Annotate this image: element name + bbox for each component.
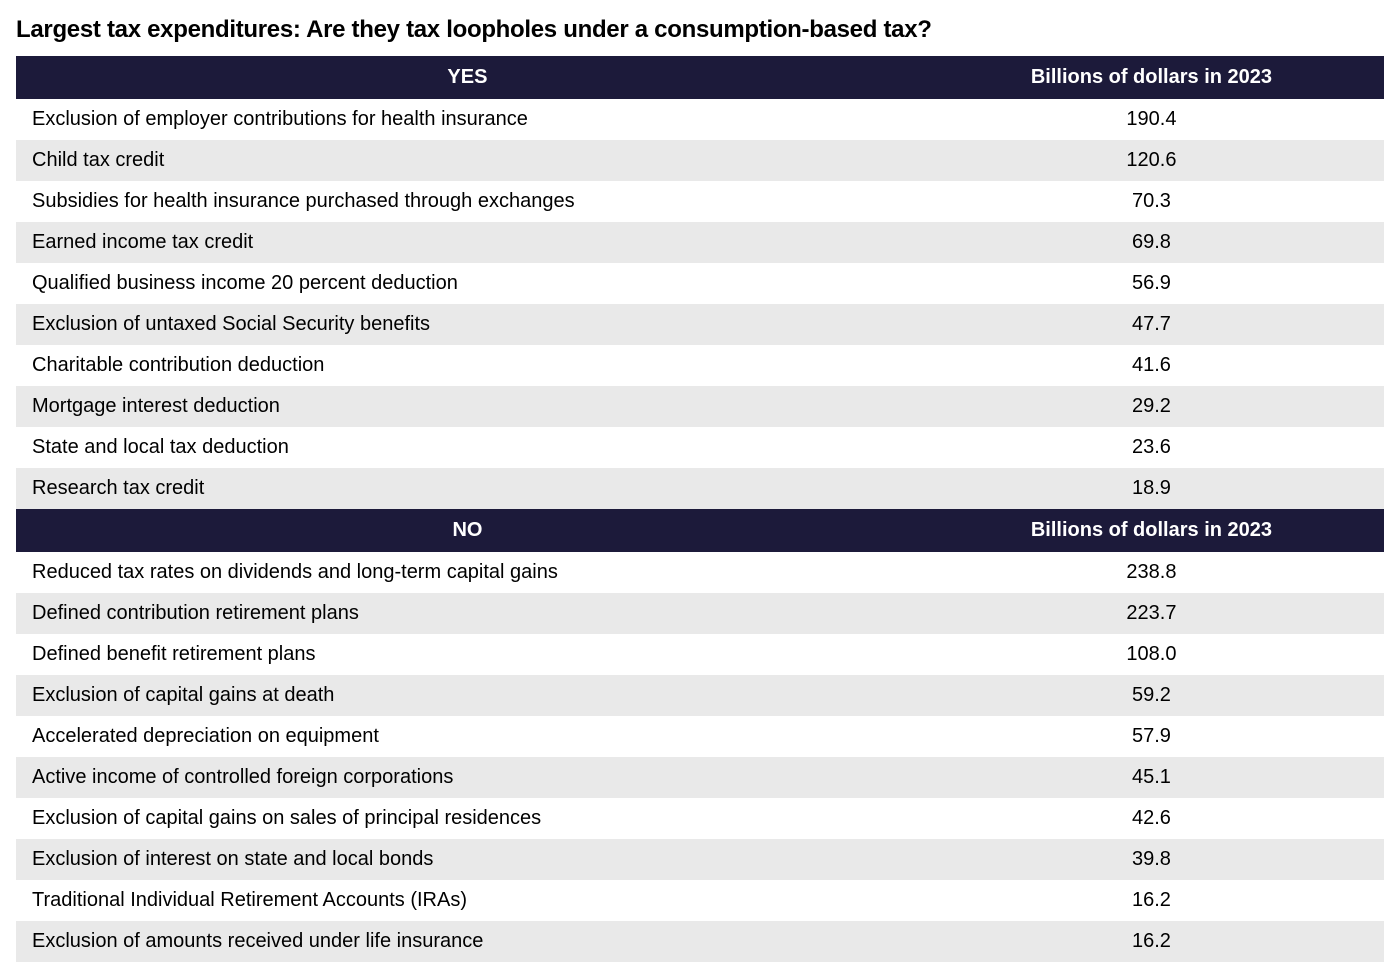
table-row: Traditional Individual Retirement Accoun… xyxy=(16,880,1384,921)
row-label: Traditional Individual Retirement Accoun… xyxy=(16,880,919,921)
row-label: Subsidies for health insurance purchased… xyxy=(16,181,919,222)
row-value: 69.8 xyxy=(919,222,1384,263)
table-row: Exclusion of untaxed Social Security ben… xyxy=(16,304,1384,345)
row-label: Exclusion of employer contributions for … xyxy=(16,99,919,140)
table-row: Active income of controlled foreign corp… xyxy=(16,757,1384,798)
row-value: 56.9 xyxy=(919,263,1384,304)
row-value: 16.2 xyxy=(919,880,1384,921)
header-yes-label: YES xyxy=(16,56,919,99)
row-value: 57.9 xyxy=(919,716,1384,757)
table-row: Exclusion of employer contributions for … xyxy=(16,99,1384,140)
row-value: 18.9 xyxy=(919,468,1384,509)
table-row: Child tax credit 120.6 xyxy=(16,140,1384,181)
row-value: 59.2 xyxy=(919,675,1384,716)
row-value: 47.7 xyxy=(919,304,1384,345)
header-no-label: NO xyxy=(16,509,919,552)
table-row: Exclusion of interest on state and local… xyxy=(16,839,1384,880)
row-label: Research tax credit xyxy=(16,468,919,509)
table-row: Subsidies for health insurance purchased… xyxy=(16,181,1384,222)
row-value: 45.1 xyxy=(919,757,1384,798)
row-label: Exclusion of capital gains at death xyxy=(16,675,919,716)
section-no-body: Reduced tax rates on dividends and long-… xyxy=(16,552,1384,962)
table-container: YES Billions of dollars in 2023 Exclusio… xyxy=(16,56,1384,962)
row-value: 223.7 xyxy=(919,593,1384,634)
row-value: 23.6 xyxy=(919,427,1384,468)
row-label: Mortgage interest deduction xyxy=(16,386,919,427)
row-label: Accelerated depreciation on equipment xyxy=(16,716,919,757)
table-row: State and local tax deduction 23.6 xyxy=(16,427,1384,468)
row-value: 29.2 xyxy=(919,386,1384,427)
table-row: Exclusion of capital gains on sales of p… xyxy=(16,798,1384,839)
table-row: Qualified business income 20 percent ded… xyxy=(16,263,1384,304)
row-value: 120.6 xyxy=(919,140,1384,181)
row-value: 238.8 xyxy=(919,552,1384,593)
row-value: 108.0 xyxy=(919,634,1384,675)
row-label: Reduced tax rates on dividends and long-… xyxy=(16,552,919,593)
table-row: Exclusion of capital gains at death 59.2 xyxy=(16,675,1384,716)
row-label: Child tax credit xyxy=(16,140,919,181)
table-row: Mortgage interest deduction 29.2 xyxy=(16,386,1384,427)
table-row: Earned income tax credit 69.8 xyxy=(16,222,1384,263)
table-row: Accelerated depreciation on equipment 57… xyxy=(16,716,1384,757)
row-label: Exclusion of capital gains on sales of p… xyxy=(16,798,919,839)
table-row: Research tax credit 18.9 xyxy=(16,468,1384,509)
row-label: Charitable contribution deduction xyxy=(16,345,919,386)
table-row: Defined contribution retirement plans 22… xyxy=(16,593,1384,634)
tax-expenditures-table: YES Billions of dollars in 2023 Exclusio… xyxy=(16,56,1384,962)
row-value: 42.6 xyxy=(919,798,1384,839)
table-row: Reduced tax rates on dividends and long-… xyxy=(16,552,1384,593)
header-no-value: Billions of dollars in 2023 xyxy=(919,509,1384,552)
section-yes-body: Exclusion of employer contributions for … xyxy=(16,99,1384,509)
row-label: Exclusion of untaxed Social Security ben… xyxy=(16,304,919,345)
row-value: 16.2 xyxy=(919,921,1384,962)
row-label: Exclusion of amounts received under life… xyxy=(16,921,919,962)
table-row: Exclusion of amounts received under life… xyxy=(16,921,1384,962)
row-label: Active income of controlled foreign corp… xyxy=(16,757,919,798)
row-label: Defined contribution retirement plans xyxy=(16,593,919,634)
row-label: Earned income tax credit xyxy=(16,222,919,263)
row-value: 70.3 xyxy=(919,181,1384,222)
table-row: Defined benefit retirement plans 108.0 xyxy=(16,634,1384,675)
row-value: 190.4 xyxy=(919,99,1384,140)
page-title: Largest tax expenditures: Are they tax l… xyxy=(16,16,1384,44)
row-label: Qualified business income 20 percent ded… xyxy=(16,263,919,304)
row-value: 41.6 xyxy=(919,345,1384,386)
section-no-header: NO Billions of dollars in 2023 xyxy=(16,509,1384,552)
row-label: Defined benefit retirement plans xyxy=(16,634,919,675)
header-yes-value: Billions of dollars in 2023 xyxy=(919,56,1384,99)
table-row: Charitable contribution deduction 41.6 xyxy=(16,345,1384,386)
row-value: 39.8 xyxy=(919,839,1384,880)
row-label: State and local tax deduction xyxy=(16,427,919,468)
section-yes-header: YES Billions of dollars in 2023 xyxy=(16,56,1384,99)
row-label: Exclusion of interest on state and local… xyxy=(16,839,919,880)
